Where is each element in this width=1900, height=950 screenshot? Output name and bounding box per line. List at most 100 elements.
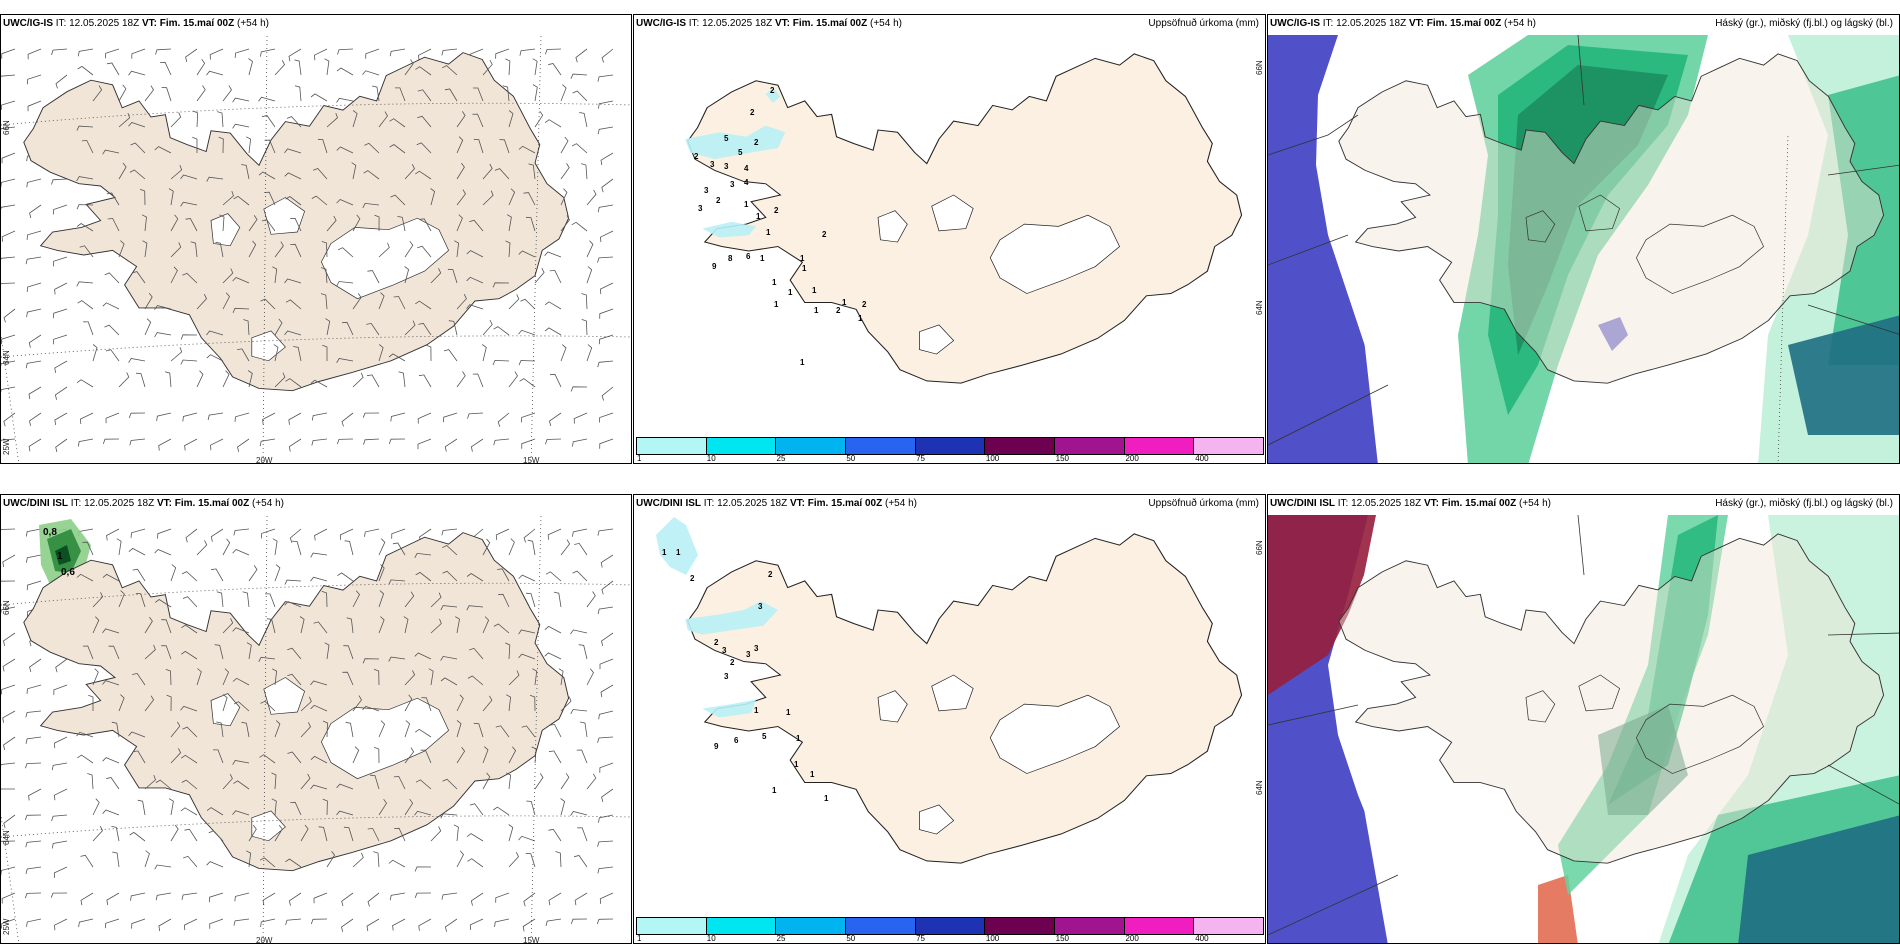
- wind-barb: [523, 192, 536, 206]
- lon-label-15: 15W: [523, 456, 540, 464]
- wind-barb: [525, 592, 536, 608]
- wind-barb: [417, 412, 432, 424]
- wind-barb: [261, 528, 276, 539]
- wind-barb: [378, 720, 386, 738]
- wind-barb: [570, 709, 588, 715]
- wind-barb: [545, 48, 562, 55]
- wind-barb: [497, 412, 510, 427]
- precip-area: [702, 221, 756, 238]
- wind-barb: [310, 755, 328, 764]
- wind-barb: [288, 892, 302, 906]
- wind-barb: [362, 70, 380, 76]
- wind-barb: [526, 800, 536, 816]
- wind-barb: [508, 371, 518, 388]
- wind-barb: [548, 828, 562, 842]
- wind-barb: [599, 308, 614, 319]
- wind-barb: [555, 851, 562, 868]
- wind-barb: [337, 48, 354, 55]
- wind-barb: [154, 146, 172, 154]
- wind-barb: [55, 658, 68, 673]
- wind-barb: [222, 694, 228, 712]
- wind-barb: [261, 219, 276, 232]
- gust-label: 1: [57, 551, 63, 562]
- wind-barb: [472, 87, 484, 102]
- wind-barb: [373, 668, 380, 686]
- wind-barb: [313, 48, 328, 61]
- wind-barb: [29, 204, 42, 219]
- wind-barb: [467, 675, 484, 686]
- wind-barb: [310, 918, 328, 925]
- wind-barb: [1, 204, 16, 211]
- wind-barb: [366, 918, 380, 932]
- wind-barb: [92, 616, 100, 634]
- wind-barb: [404, 320, 416, 336]
- wind-barb: [532, 84, 538, 102]
- wind-barb: [232, 307, 250, 314]
- precip-label: 1: [772, 278, 777, 287]
- wind-barb: [390, 412, 406, 422]
- wind-barb: [493, 806, 510, 816]
- wind-barb: [155, 48, 172, 55]
- wind-barb: [560, 798, 566, 816]
- wind-barb: [339, 528, 354, 540]
- wind-barb: [1, 230, 16, 242]
- wind-barb: [215, 241, 224, 258]
- wind-barb: [182, 412, 198, 422]
- cloud-map-panel-bottom: UWC/DINI ISL IT: 12.05.2025 18Z VT: Fim.…: [1267, 494, 1900, 944]
- wind-barb: [272, 266, 278, 284]
- wind-barb: [336, 281, 354, 287]
- precip-label: 1: [774, 300, 779, 309]
- wind-barb: [518, 835, 536, 842]
- wind-barb: [570, 918, 588, 925]
- wind-barb: [53, 788, 68, 801]
- wind-map: [1, 35, 631, 463]
- precip-label: 2: [822, 230, 827, 239]
- wind-barb: [364, 528, 380, 537]
- wind-barb: [180, 807, 198, 816]
- wind-barb: [284, 601, 302, 608]
- wind-barb: [259, 857, 276, 868]
- wind-barb: [378, 111, 388, 128]
- wind-barb: [192, 136, 198, 153]
- wind-barb: [26, 684, 42, 694]
- wind-barb: [505, 642, 511, 660]
- wind-barb: [118, 112, 131, 128]
- wind-barb: [336, 438, 354, 445]
- wind-barb: [259, 754, 276, 764]
- legend-swatch: [1194, 438, 1264, 454]
- precip-label: 1: [824, 794, 829, 803]
- wind-barb: [378, 590, 385, 608]
- wind-barb: [246, 642, 252, 660]
- wind-barb: [497, 568, 510, 582]
- wind-barb: [560, 773, 570, 790]
- precip-legend-ticks: 1 10 25 50 75 100 150 200 400: [636, 454, 1264, 463]
- wind-barb: [404, 798, 414, 816]
- wind-barb: [572, 438, 588, 447]
- wind-barb: [326, 215, 337, 232]
- wind-barb: [456, 850, 464, 868]
- cloud-map-panel-top: UWC/IG-IS IT: 12.05.2025 18Z VT: Fim. 15…: [1267, 14, 1900, 464]
- wind-barb: [549, 373, 562, 388]
- wind-barb: [222, 774, 233, 790]
- wind-barb: [373, 746, 380, 764]
- wind-barb: [2, 554, 16, 567]
- cloud-title: Háský (gr.), miðský (fj.bl.) og lágský (…: [1715, 18, 1893, 29]
- legend-swatch: [776, 438, 847, 454]
- wind-barb: [170, 242, 182, 258]
- precip-label: 2: [690, 574, 695, 583]
- wind-barb: [209, 48, 224, 60]
- wind-barb: [242, 591, 250, 608]
- wind-barb: [391, 528, 406, 539]
- wind-barb: [506, 772, 512, 790]
- wind-barb: [310, 552, 328, 558]
- wind-barb: [274, 824, 283, 842]
- wind-barb: [116, 538, 122, 556]
- wind-barb: [467, 858, 484, 868]
- wind-barb: [3, 814, 16, 829]
- precip-label: 3: [722, 646, 727, 655]
- wind-barb: [326, 112, 338, 128]
- wind-barb: [25, 736, 42, 744]
- wind-barb: [560, 188, 568, 206]
- wind-barb: [378, 242, 390, 258]
